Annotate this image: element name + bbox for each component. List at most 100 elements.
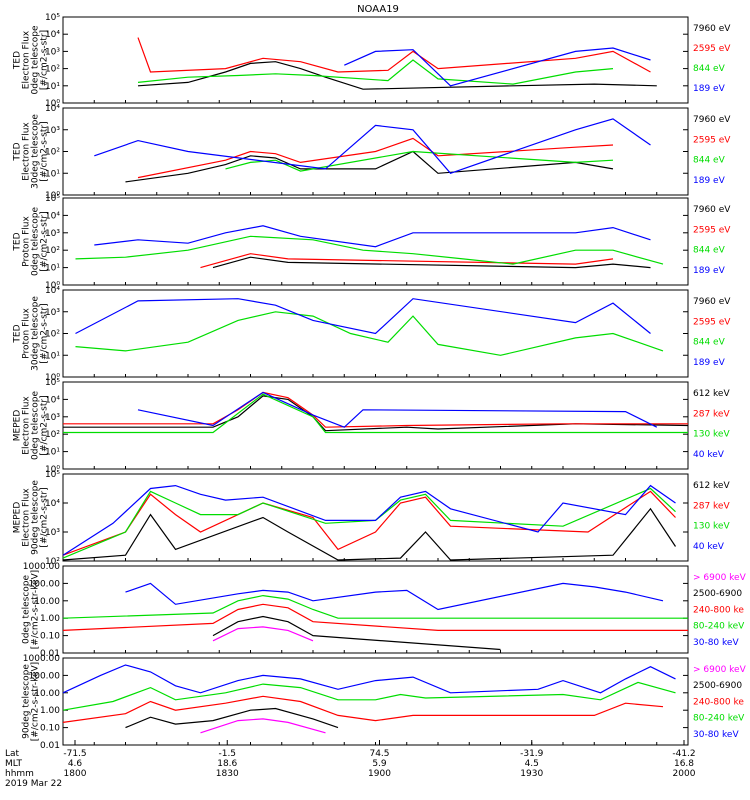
y-axis-label-line: 30deg telescope	[31, 296, 41, 371]
y-axis-label-line: [#/cm2-s-str]	[40, 121, 50, 181]
panels: 10⁰ 10¹ 10² 10³ 10⁴ 10⁵ TED Electron Flux 0deg t…	[13, 13, 747, 751]
legend-entry: 189 eV	[693, 266, 726, 276]
y-axis-label-line: [#/cm2-s-str-keV]	[31, 662, 41, 741]
y-tick-label: 10²	[45, 148, 60, 158]
y-tick-label: 10⁰	[45, 373, 60, 383]
legend-entry: 2595 eV	[693, 317, 731, 327]
legend-entry: 2595 eV	[693, 135, 731, 145]
legend-entry: 189 eV	[693, 84, 726, 94]
y-tick-label: 10⁰	[45, 99, 60, 109]
series-line-189-ev	[75, 298, 651, 335]
y-tick-label: 10⁴	[45, 286, 60, 296]
y-tick-label: 10⁴	[45, 395, 60, 405]
panel-frame	[62, 657, 689, 746]
y-tick-label: 10³	[45, 413, 60, 423]
y-axis-label: TED Proton Flux 0deg telescope [#/cm2-s-str…	[13, 207, 50, 277]
y-tick-label: 0.01	[40, 741, 60, 751]
y-axis-label: MEPED Electron Flux 90deg telescope [#/cm2-…	[13, 480, 50, 555]
series-line-189-ev	[344, 47, 651, 87]
y-tick-label: 10⁰	[45, 281, 60, 291]
y-tick-label: 10¹	[45, 264, 60, 274]
legend-entry: 189 eV	[693, 176, 726, 186]
y-tick-label: 10²	[45, 330, 60, 340]
y-axis-label-line: Electron Flux	[22, 396, 32, 455]
legend-entry: 7960 eV	[693, 205, 731, 215]
legend-entry: 612 keV	[693, 389, 730, 399]
y-tick-label: 10³	[45, 126, 60, 136]
y-axis-label-line: [#/cm2-s-str-keV]	[31, 570, 41, 649]
legend-entry: 2500-6900	[693, 681, 742, 691]
y-tick-label: 10²	[45, 557, 60, 567]
series-line-80-240-kev	[62, 594, 688, 619]
legend-entry: 30-80 keV	[693, 730, 739, 740]
series-line-612-kev	[62, 507, 677, 561]
series-line-7960-ev	[137, 61, 657, 90]
series-line-2595-ev	[137, 137, 614, 179]
y-axis-label-line: TED	[13, 142, 23, 161]
series-line-7960-ev	[125, 150, 614, 183]
y-tick-label: 0.10	[40, 632, 60, 642]
legend-entry: 80-240 keV	[693, 714, 745, 724]
footer-row-label: hhmm	[5, 769, 34, 779]
panel-frame	[62, 16, 689, 104]
legend-entry: 2595 eV	[693, 44, 731, 54]
legend-entry: 240-800 ke	[693, 605, 744, 615]
series-line-240-800-ke	[62, 695, 664, 723]
y-tick-label: 10¹	[45, 448, 60, 458]
footer-lat-value: -31.9	[520, 749, 544, 759]
series-line-30-80-kev	[125, 582, 664, 611]
y-tick-label: 1000.00	[23, 654, 60, 664]
legend-entry: 2595 eV	[693, 225, 731, 235]
y-axis-label-line: 0deg telescope	[31, 207, 41, 277]
y-axis-label-line: TED	[13, 324, 23, 343]
series-line-2595-ev	[200, 253, 614, 269]
plot-title: NOAA19	[357, 4, 399, 15]
footer-hhmm-value: 1830	[216, 769, 239, 779]
y-axis-label-line: MEPED	[13, 410, 23, 442]
legend-entry: 7960 eV	[693, 115, 731, 125]
legend-entry: > 6900 keV	[693, 665, 747, 675]
panel-1: 10⁰ 10¹ 10² 10³ 10⁴ 10⁵ TED Electron Flux 0deg t…	[13, 13, 732, 109]
y-tick-label: 10.00	[34, 689, 60, 699]
footer-lat-value: 74.5	[369, 749, 389, 759]
series-line-844-ev	[225, 150, 614, 172]
series-line-2595-ev	[137, 37, 651, 73]
y-tick-label: 10²	[45, 65, 60, 75]
y-tick-label: 10⁰	[45, 191, 60, 201]
footer-lat-value: -41.2	[672, 749, 695, 759]
y-tick-label: 10⁰	[45, 465, 60, 475]
y-tick-label: 10³	[45, 229, 60, 239]
legend-entry: 7960 eV	[693, 24, 731, 34]
y-tick-label: 10¹	[45, 169, 60, 179]
legend-entry: 612 keV	[693, 481, 730, 491]
legend-entry: 130 keV	[693, 430, 730, 440]
series-line-80-240-kev	[62, 681, 676, 711]
legend-entry: 40 keV	[693, 542, 725, 552]
series-line-130-kev	[62, 487, 676, 559]
y-axis-label-line: 30deg telescope	[31, 114, 41, 189]
series-line-189-ev	[94, 225, 651, 248]
y-axis-label-line: TED	[13, 51, 23, 70]
y-axis-label-line: TED	[13, 232, 23, 251]
legend-entry: 844 eV	[693, 64, 726, 74]
y-tick-label: 10⁴	[45, 30, 60, 40]
series-line-844-ev	[75, 235, 664, 265]
y-axis-label-line: Proton Flux	[22, 216, 32, 267]
legend-entry: 40 keV	[693, 450, 725, 460]
y-axis-label: 90deg telescope [#/cm2-s-str-keV]	[22, 662, 41, 741]
panel-3: 10⁰ 10¹ 10² 10³ 10⁴ 10⁵ TED Proton Flux 0deg tel…	[13, 194, 732, 291]
y-tick-label: 10⁴	[45, 499, 60, 509]
legend-entry: 287 keV	[693, 409, 730, 419]
y-tick-label: 10⁵	[45, 378, 60, 388]
series-line-287-kev	[62, 490, 676, 556]
footer-row-label: 2019 Mar 22	[5, 779, 62, 789]
legend-entry: 844 eV	[693, 156, 726, 166]
y-tick-label: 10⁵	[45, 13, 60, 23]
series-line-2500-6900	[125, 707, 339, 729]
y-axis-label-line: [#/cm2-s-str]	[40, 395, 50, 455]
y-axis-label-line: [#/cm2-s-str]	[40, 30, 50, 90]
legend-entry: 189 eV	[693, 358, 726, 368]
